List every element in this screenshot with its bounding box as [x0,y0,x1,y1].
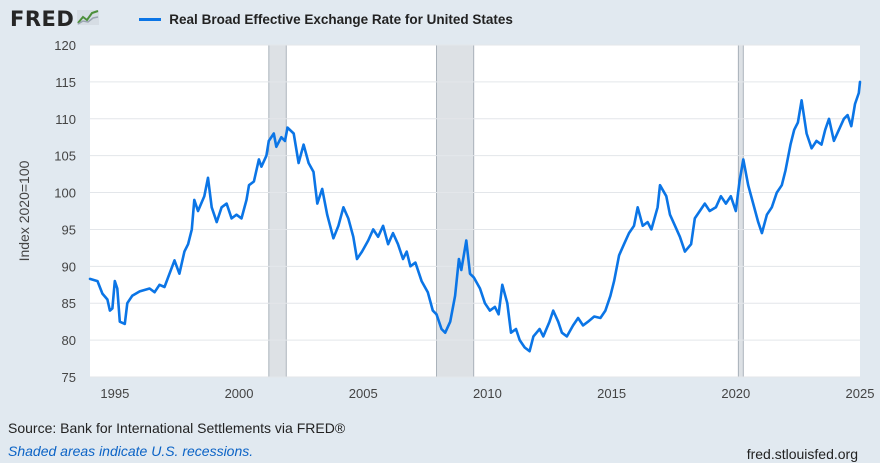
fred-logo[interactable]: FRED [10,7,75,31]
fred-graph-icon [77,8,100,31]
plot-area [90,45,860,377]
legend-line-swatch [139,17,162,21]
y-axis-label: Index 2020=100 [16,160,32,261]
x-tick-label: 2025 [846,386,875,401]
x-tick-label: 2000 [225,386,254,401]
x-tick-label: 1995 [100,386,129,401]
x-tick-label: 2005 [349,386,378,401]
recession-band [268,44,287,378]
y-tick-label: 80 [62,333,76,348]
recession-band [737,44,744,378]
recession-note: Shaded areas indicate U.S. recessions. [8,443,254,459]
legend-label: Real Broad Effective Exchange Rate for U… [169,11,513,27]
y-tick-label: 120 [54,38,76,53]
fred-url[interactable]: fred.stlouisfed.org [746,446,858,462]
chart-header: FRED Real Broad Effective Exchange Rate … [10,6,513,32]
y-tick-label: 95 [62,222,76,237]
x-tick-label: 2020 [721,386,750,401]
y-tick-label: 110 [55,112,76,127]
x-tick-label: 2010 [473,386,502,401]
source-note: Source: Bank for International Settlemen… [8,420,346,436]
y-tick-label: 75 [62,370,76,385]
y-tick-label: 100 [54,186,76,201]
x-tick-label: 2015 [597,386,626,401]
y-tick-label: 90 [62,259,76,274]
line-chart: 75 80 85 90 95 100 105 110 115 120 1995 2000 2005 201… [16,38,875,401]
y-tick-label: 115 [55,75,76,90]
series-line [88,80,862,353]
chart-legend: Real Broad Effective Exchange Rate for U… [139,12,513,27]
y-tick-label: 105 [54,149,76,164]
y-tick-label: 85 [62,296,76,311]
